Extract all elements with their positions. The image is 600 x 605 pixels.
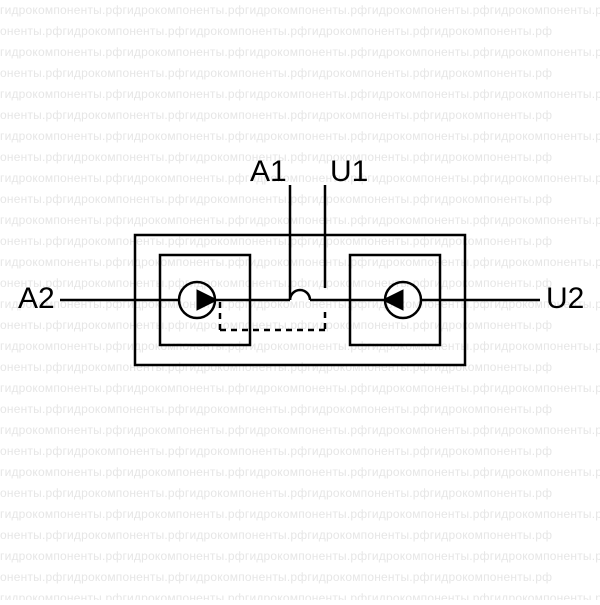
port-label-u1: U1	[330, 155, 368, 189]
schematic-svg	[0, 0, 600, 600]
port-label-a2: A2	[18, 282, 55, 316]
hydraulic-schematic: A1 U1 A2 U2	[0, 0, 600, 600]
port-label-u2: U2	[546, 282, 584, 316]
port-label-a1: A1	[250, 155, 287, 189]
